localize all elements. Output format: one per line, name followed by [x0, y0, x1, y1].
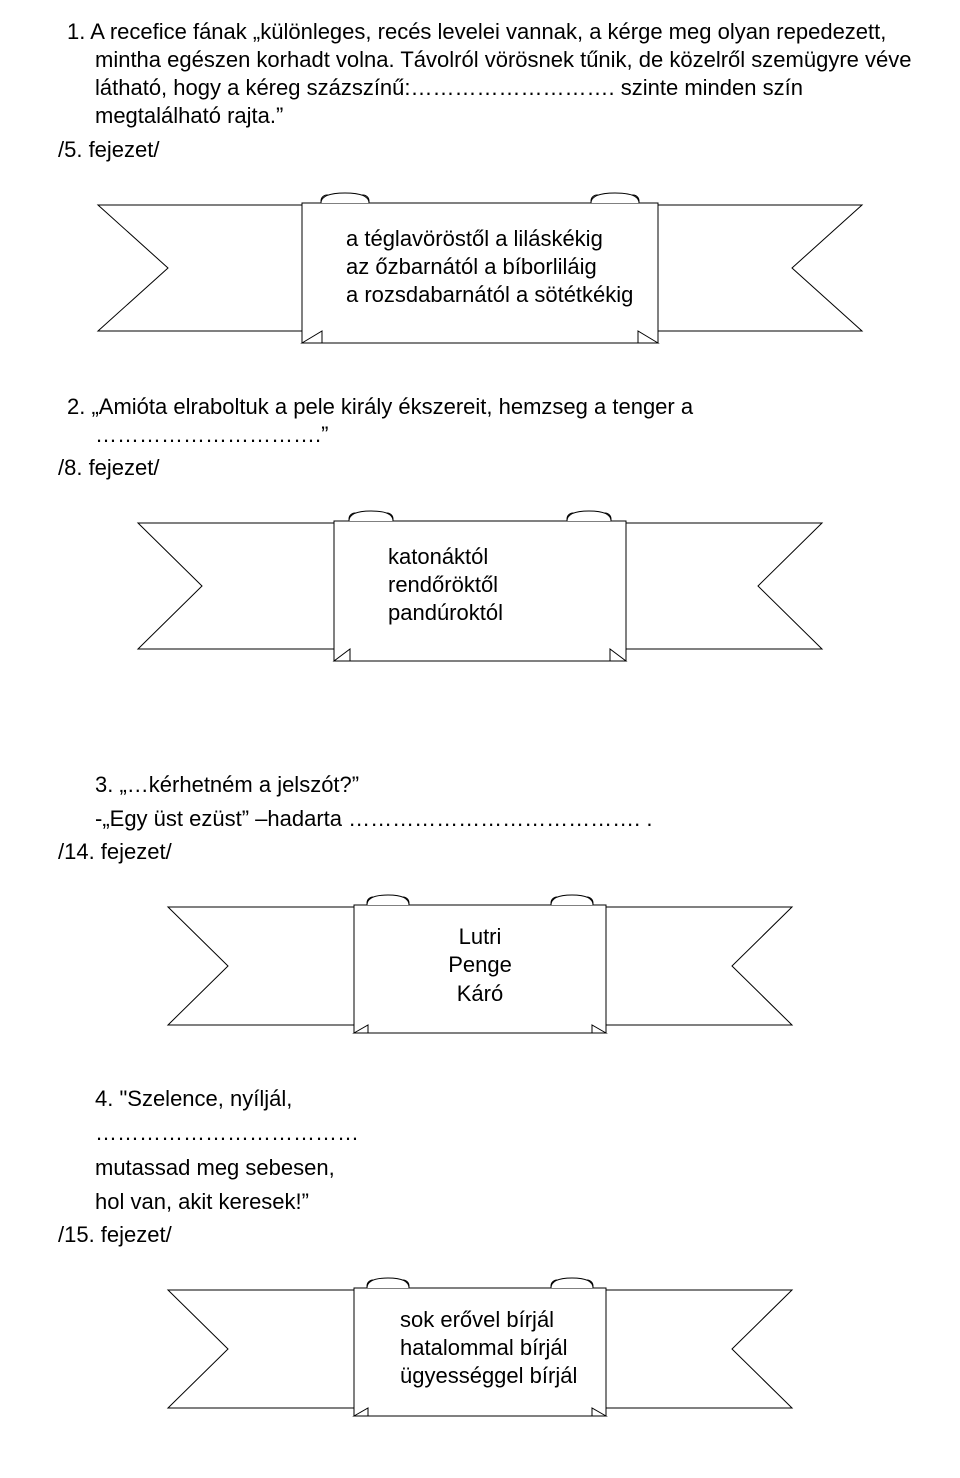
banner-3: Lutri Penge Káró	[40, 885, 920, 1055]
banner-1: a téglavöröstől a liláskékig az őzbarnát…	[40, 183, 920, 363]
question-3-line2: -„Egy üst ezüst” –hadarta ………………………………….…	[40, 805, 920, 833]
question-4-line3: mutassad meg sebesen,	[40, 1154, 920, 1182]
question-3-chapter: /14. fejezet/	[40, 839, 920, 865]
option: pandúroktól	[388, 599, 503, 627]
banner-1-options: a téglavöröstől a liláskékig az őzbarnát…	[346, 225, 633, 309]
option: Káró	[40, 980, 920, 1008]
option: Lutri	[40, 923, 920, 951]
question-4-line1: 4. "Szelence, nyíljál,	[40, 1085, 920, 1113]
option: katonáktól	[388, 543, 503, 571]
banner-3-options: Lutri Penge Káró	[40, 923, 920, 1007]
banner-4-options: sok erővel bírjál hatalommal bírjál ügye…	[400, 1306, 577, 1390]
question-1-text: 1. A recefice fának „különleges, recés l…	[40, 18, 920, 131]
question-4-chapter: /15. fejezet/	[40, 1222, 920, 1248]
banner-2: katonáktól rendőröktől pandúroktól	[40, 501, 920, 681]
option: sok erővel bírjál	[400, 1306, 577, 1334]
question-1-chapter: /5. fejezet/	[40, 137, 920, 163]
option: ügyességgel bírjál	[400, 1362, 577, 1390]
option: az őzbarnától a bíborliláig	[346, 253, 633, 281]
question-3-line1: 3. „…kérhetném a jelszót?”	[40, 771, 920, 799]
option: Penge	[40, 951, 920, 979]
question-2-chapter: /8. fejezet/	[40, 455, 920, 481]
question-4-line2: ………………………………	[40, 1119, 920, 1147]
option: a téglavöröstől a liláskékig	[346, 225, 633, 253]
question-2-text: 2. „Amióta elraboltuk a pele király éksz…	[40, 393, 920, 449]
option: a rozsdabarnától a sötétkékig	[346, 281, 633, 309]
option: rendőröktől	[388, 571, 503, 599]
question-4-line4: hol van, akit keresek!”	[40, 1188, 920, 1216]
banner-2-options: katonáktól rendőröktől pandúroktól	[388, 543, 503, 627]
banner-4: sok erővel bírjál hatalommal bírjál ügye…	[40, 1268, 920, 1438]
option: hatalommal bírjál	[400, 1334, 577, 1362]
